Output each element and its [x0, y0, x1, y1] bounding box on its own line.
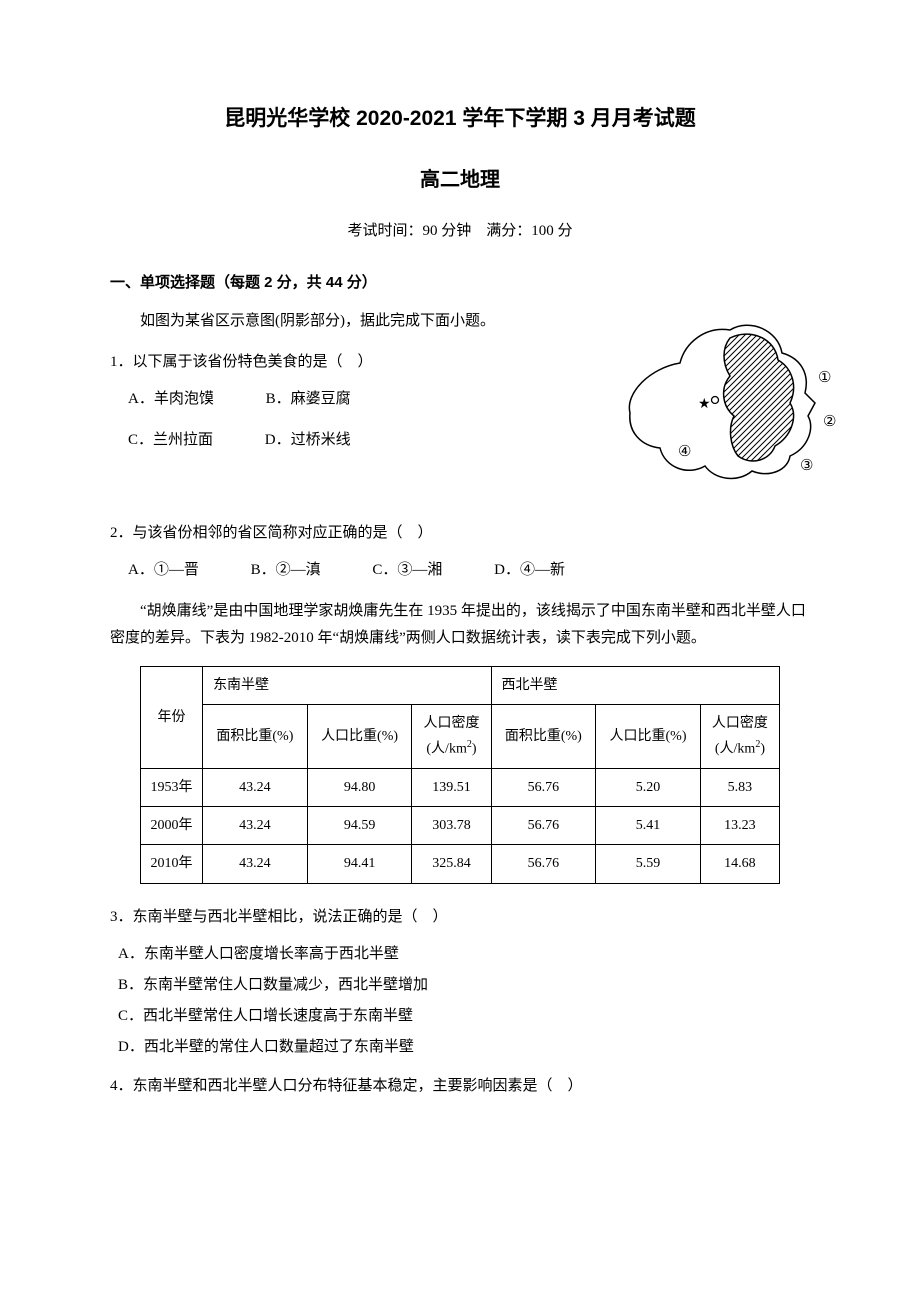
- q1-option-b: B．麻婆豆腐: [266, 386, 351, 413]
- th-se-area: 面积比重(%): [203, 704, 308, 768]
- cell-year: 2010年: [141, 845, 203, 883]
- q1-options-row1: A．羊肉泡馍 B．麻婆豆腐: [110, 386, 520, 413]
- cell-year: 1953年: [141, 769, 203, 807]
- q3-option-c: C．西北半壁常住人口增长速度高于东南半壁: [110, 1003, 810, 1030]
- cell-se-pop: 94.59: [307, 807, 412, 845]
- q1-option-d: D．过桥米线: [265, 427, 351, 454]
- th-se-dens: 人口密度(人/km2): [412, 704, 491, 768]
- q2-stem: 2．与该省份相邻的省区简称对应正确的是（ ）: [110, 520, 810, 547]
- cell-nw-area: 56.76: [491, 807, 596, 845]
- passage-1: 如图为某省区示意图(阴影部分)，据此完成下面小题。: [110, 308, 520, 335]
- th-se-pop: 人口比重(%): [307, 704, 412, 768]
- map-label-1: ①: [818, 370, 831, 386]
- table-row: 1953年 43.24 94.80 139.51 56.76 5.20 5.83: [141, 769, 780, 807]
- passage-2: “胡焕庸线”是由中国地理学家胡焕庸先生在 1935 年提出的，该线揭示了中国东南…: [110, 598, 810, 652]
- cell-nw-dens: 13.23: [700, 807, 779, 845]
- cell-year: 2000年: [141, 807, 203, 845]
- cell-se-area: 43.24: [203, 807, 308, 845]
- th-nw-pop: 人口比重(%): [596, 704, 701, 768]
- cell-nw-pop: 5.41: [596, 807, 701, 845]
- q2-options: A．①—晋 B．②—滇 C．③—湘 D．④—新: [110, 557, 810, 584]
- q3-option-b: B．东南半壁常住人口数量减少，西北半壁增加: [110, 972, 810, 999]
- map-label-4: ④: [678, 444, 691, 460]
- cell-se-dens: 303.78: [412, 807, 491, 845]
- q1-option-c: C．兰州拉面: [128, 427, 213, 454]
- cell-se-area: 43.24: [203, 845, 308, 883]
- exam-subtitle: 高二地理: [110, 162, 810, 198]
- q3-option-d: D．西北半壁的常住人口数量超过了东南半壁: [110, 1034, 810, 1061]
- circle-marker: [712, 396, 719, 403]
- map-label-3: ③: [800, 458, 813, 474]
- th-northwest: 西北半壁: [491, 666, 779, 704]
- q2-option-c: C．③—湘: [372, 557, 442, 584]
- cell-nw-dens: 14.68: [700, 845, 779, 883]
- map-label-2: ②: [823, 414, 836, 430]
- th-southeast: 东南半壁: [203, 666, 491, 704]
- section-1-heading: 一、单项选择题（每题 2 分，共 44 分）: [110, 269, 810, 296]
- th-nw-dens: 人口密度(人/km2): [700, 704, 779, 768]
- table-row: 2000年 43.24 94.59 303.78 56.76 5.41 13.2…: [141, 807, 780, 845]
- q3-stem: 3．东南半壁与西北半壁相比，说法正确的是（ ）: [110, 904, 810, 931]
- q2-option-b: B．②—滇: [251, 557, 321, 584]
- cell-se-pop: 94.41: [307, 845, 412, 883]
- q2-option-a: A．①—晋: [128, 557, 199, 584]
- cell-se-area: 43.24: [203, 769, 308, 807]
- map-svg: ★ ① ② ③ ④: [610, 308, 840, 498]
- cell-nw-area: 56.76: [491, 845, 596, 883]
- population-table: 年份 东南半壁 西北半壁 面积比重(%) 人口比重(%) 人口密度(人/km2)…: [140, 666, 780, 884]
- cell-se-pop: 94.80: [307, 769, 412, 807]
- star-marker: ★: [698, 397, 711, 412]
- exam-meta: 考试时间：90 分钟 满分：100 分: [110, 218, 810, 245]
- cell-nw-pop: 5.59: [596, 845, 701, 883]
- th-nw-area: 面积比重(%): [491, 704, 596, 768]
- th-year: 年份: [141, 666, 203, 768]
- cell-nw-dens: 5.83: [700, 769, 779, 807]
- q2-option-d: D．④—新: [494, 557, 565, 584]
- province-map-figure: ★ ① ② ③ ④: [610, 308, 840, 498]
- exam-title: 昆明光华学校 2020-2021 学年下学期 3 月月考试题: [110, 100, 810, 138]
- cell-nw-area: 56.76: [491, 769, 596, 807]
- q1-options-row2: C．兰州拉面 D．过桥米线: [110, 427, 520, 454]
- cell-nw-pop: 5.20: [596, 769, 701, 807]
- q4-stem: 4．东南半壁和西北半壁人口分布特征基本稳定，主要影响因素是（ ）: [110, 1073, 810, 1100]
- q3-option-a: A．东南半壁人口密度增长率高于西北半壁: [110, 941, 810, 968]
- cell-se-dens: 139.51: [412, 769, 491, 807]
- cell-se-dens: 325.84: [412, 845, 491, 883]
- q1-option-a: A．羊肉泡馍: [128, 386, 214, 413]
- q1-stem: 1．以下属于该省份特色美食的是（ ）: [110, 349, 520, 376]
- table-row: 2010年 43.24 94.41 325.84 56.76 5.59 14.6…: [141, 845, 780, 883]
- question-group-1: ★ ① ② ③ ④ 如图为某省区示意图(阴影部分)，据此完成下面小题。 1．以下…: [110, 308, 810, 508]
